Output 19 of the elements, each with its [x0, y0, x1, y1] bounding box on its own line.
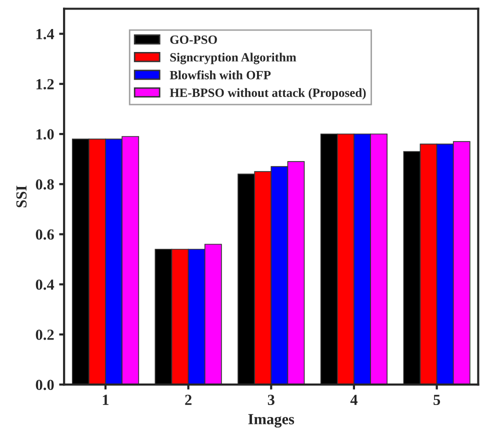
- x-tick-label: 2: [185, 394, 192, 405]
- y-tick-label: 0.8: [36, 179, 54, 190]
- legend-label: HE-BPSO without attack (Proposed): [170, 88, 366, 100]
- x-axis-title: Images: [248, 414, 294, 428]
- x-tick-label: 5: [434, 394, 440, 406]
- y-tick-label: 1.0: [36, 129, 54, 140]
- y-tick-label: 0.0: [36, 380, 54, 390]
- legend-label: Signcryption Algorithm: [170, 52, 296, 64]
- y-axis-title: SSI: [16, 186, 27, 208]
- y-tick-label: 1.2: [36, 79, 54, 90]
- x-tick-label: 3: [268, 394, 274, 406]
- legend-label: Blowfish with OFP: [170, 70, 271, 80]
- x-tick-label: 4: [350, 394, 358, 405]
- y-tick-label: 0.2: [36, 330, 54, 340]
- legend-label: GO-PSO: [170, 35, 217, 44]
- x-tick-label: 1: [102, 394, 109, 405]
- y-tick-label: 0.6: [36, 229, 54, 240]
- y-tick-label: 1.4: [36, 29, 54, 40]
- y-tick-label: 0.4: [36, 279, 54, 290]
